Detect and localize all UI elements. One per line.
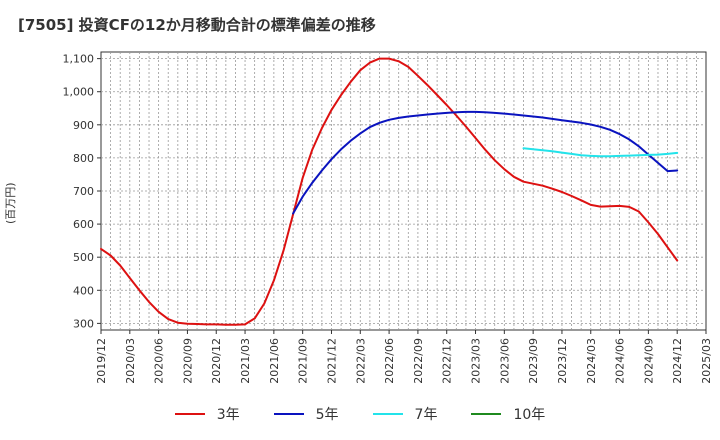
y-tick-label: 800 <box>73 152 94 165</box>
x-tick-label: 2024/12 <box>671 338 684 384</box>
y-tick-label: 700 <box>73 185 94 198</box>
legend-item: 7年 <box>372 404 438 424</box>
series-line-3年 <box>100 57 679 326</box>
chart-title: [7505] 投資CFの12か月移動合計の標準偏差の推移 <box>18 16 376 34</box>
y-tick-label: 1,100 <box>63 53 95 66</box>
y-tick-label: 300 <box>73 317 94 330</box>
legend-label: 3年 <box>216 407 240 423</box>
series-line-5年 <box>292 110 679 215</box>
x-tick-label: 2022/12 <box>441 338 454 384</box>
x-tick-label: 2023/12 <box>556 338 569 384</box>
legend-swatch <box>174 413 205 415</box>
y-tick-label: 1,000 <box>63 86 95 99</box>
legend-swatch <box>471 413 502 415</box>
x-tick-label: 2020/03 <box>124 338 137 384</box>
y-tick-label: 900 <box>73 119 94 132</box>
x-tick-label: 2025/03 <box>700 338 713 384</box>
plot-area <box>100 51 707 331</box>
y-tick-label: 400 <box>73 284 94 297</box>
y-tick-label: 600 <box>73 218 94 231</box>
legend-label: 7年 <box>414 407 438 423</box>
x-tick-label: 2020/09 <box>181 338 194 384</box>
legend-label: 10年 <box>513 407 546 423</box>
x-tick-label: 2023/06 <box>498 338 511 384</box>
x-tick-label: 2024/06 <box>614 338 627 384</box>
legend-label: 5年 <box>315 407 339 423</box>
legend-item: 10年 <box>471 404 545 424</box>
x-tick-label: 2022/06 <box>383 338 396 384</box>
legend-item: 3年 <box>174 404 240 424</box>
x-tick-label: 2020/12 <box>210 338 223 384</box>
x-tick-label: 2024/09 <box>642 338 655 384</box>
series-line-7年 <box>522 147 679 158</box>
legend-swatch <box>372 413 403 415</box>
x-tick-label: 2023/09 <box>527 338 540 384</box>
x-tick-label: 2021/06 <box>268 338 281 384</box>
x-tick-label: 2021/09 <box>297 338 310 384</box>
legend-swatch <box>273 413 304 415</box>
x-tick-label: 2021/12 <box>325 338 338 384</box>
x-tick-label: 2020/06 <box>153 338 166 384</box>
y-tick-label: 500 <box>73 251 94 264</box>
x-tick-label: 2022/09 <box>412 338 425 384</box>
x-tick-label: 2024/03 <box>585 338 598 384</box>
x-tick-label: 2023/03 <box>470 338 483 384</box>
x-tick-label: 2019/12 <box>95 338 108 384</box>
x-tick-label: 2022/03 <box>354 338 367 384</box>
x-tick-label: 2021/03 <box>239 338 252 384</box>
legend-item: 5年 <box>273 404 339 424</box>
legend: 3年 5年 7年 10年 <box>0 404 720 424</box>
